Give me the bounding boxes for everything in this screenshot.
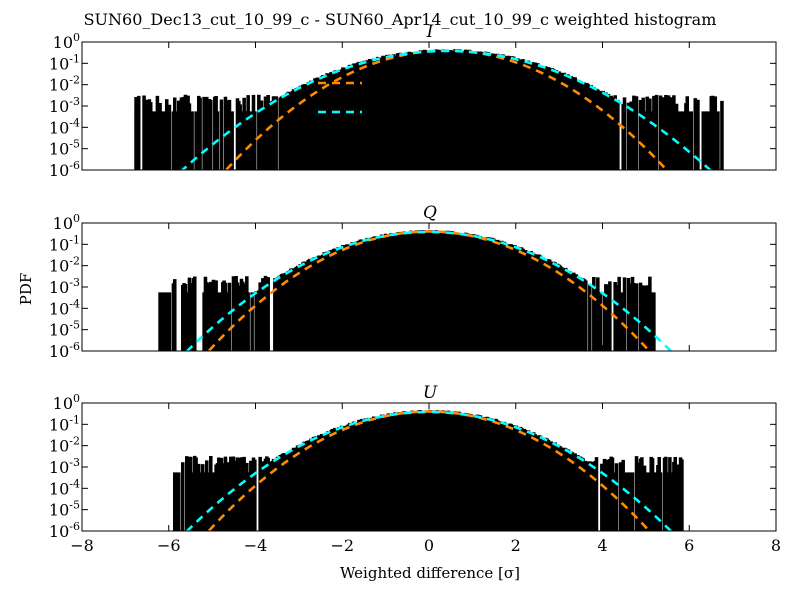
fitted-gaussian-curve [185, 410, 673, 531]
panel-U: −8 −6 −4 −2 0 2 4 6 8 10010-110-210-310-410-510-6… [49, 383, 781, 555]
y-tick-label: 10-1 [49, 233, 80, 254]
panel-title-Q: Q [423, 203, 437, 223]
data-histogram [134, 49, 724, 170]
y-tick-label: 10-6 [49, 520, 80, 541]
y-tick-label: 10-3 [49, 95, 80, 116]
y-axis-label: PDF [17, 273, 35, 306]
white-noise-curve [206, 410, 652, 531]
legend: White noise Fitted Gaussian Data [318, 73, 529, 153]
y-tick-label: 10-4 [49, 297, 80, 318]
panel-title-U: U [423, 383, 438, 403]
y-tick-label: 100 [53, 31, 80, 52]
x-tick-label: 4 [597, 536, 607, 555]
data-histogram [172, 409, 684, 531]
x-tick-label: 0 [424, 536, 434, 555]
legend-label: Fitted Gaussian [377, 102, 529, 124]
legend-label: Data [377, 131, 423, 153]
y-tick-label: 10-4 [49, 116, 80, 137]
x-tick-label: 8 [771, 536, 781, 555]
panel-title-I: I [426, 22, 434, 42]
y-tick-label: 10-1 [49, 52, 80, 73]
fitted-gaussian-curve [180, 49, 713, 170]
x-tick-label: 2 [511, 536, 521, 555]
y-tick-label: 10-3 [49, 276, 80, 297]
y-tick-label: 10-2 [49, 435, 80, 456]
y-tick-label: 10-2 [49, 74, 80, 95]
figure-title: SUN60_Dec13_cut_10_99_c - SUN60_Apr14_cu… [84, 10, 717, 29]
y-tick-label: 10-6 [49, 159, 80, 180]
y-tick-label: 10-2 [49, 255, 80, 276]
panels: 10010-110-210-310-410-510-6I10010-110-21… [49, 22, 781, 555]
x-tick-label: −8 [70, 536, 94, 555]
x-axis-label: Weighted difference [σ] [340, 564, 520, 582]
y-tick-label: 10-5 [49, 499, 80, 520]
x-tick-label: −2 [330, 536, 354, 555]
x-tick-label: −4 [244, 536, 268, 555]
y-tick-label: 10-1 [49, 413, 80, 434]
x-tick-label: −6 [157, 536, 181, 555]
data-bars [158, 229, 656, 351]
y-tick-label: 10-6 [49, 340, 80, 361]
y-tick-label: 100 [53, 392, 80, 413]
y-tick-label: 10-5 [49, 138, 80, 159]
legend-swatch-data [320, 132, 360, 150]
y-tick-label: 10-5 [49, 319, 80, 340]
white-noise-curve [206, 230, 652, 351]
data-histogram [158, 229, 673, 351]
x-tick-label: 6 [684, 536, 694, 555]
y-tick-label: 10-3 [49, 456, 80, 477]
legend-label: White noise [377, 73, 491, 95]
data-bars [172, 409, 684, 531]
y-tick-label: 100 [53, 212, 80, 233]
fitted-gaussian-curve [185, 230, 673, 351]
y-tick-label: 10-4 [49, 477, 80, 498]
